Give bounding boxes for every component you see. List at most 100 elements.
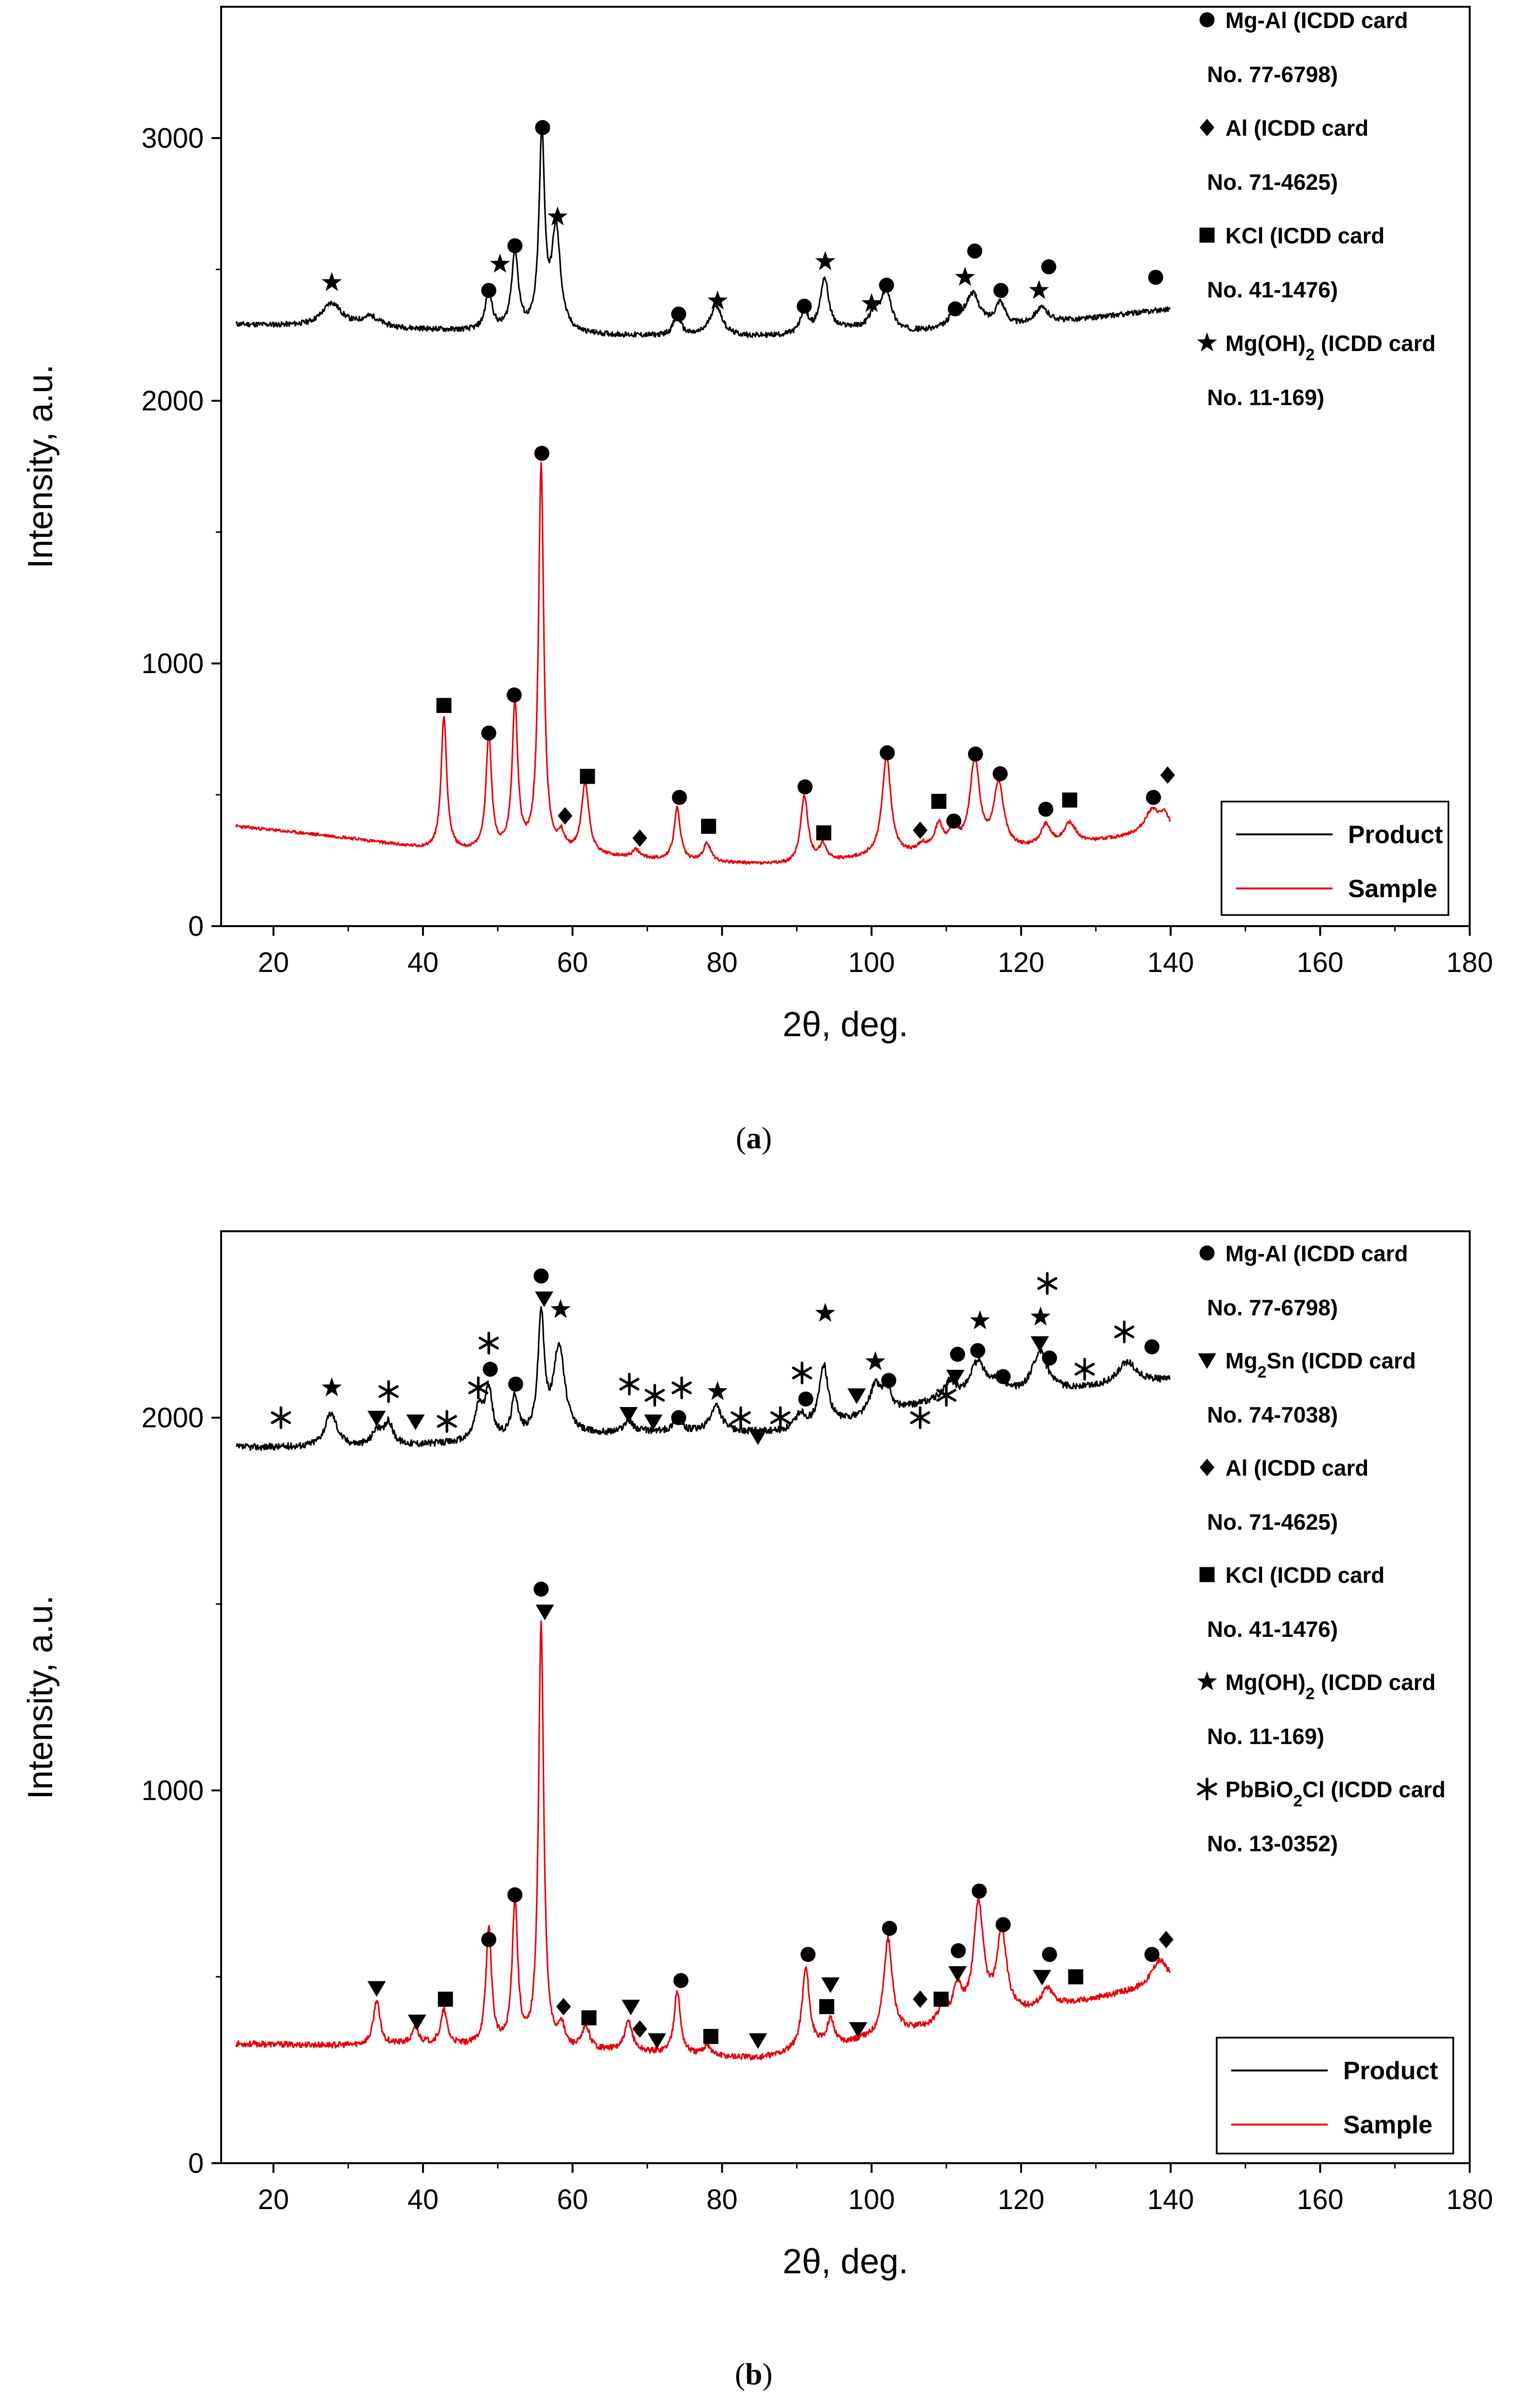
- phase-legend-line1-rest: Sn (ICDD card: [1266, 1348, 1416, 1373]
- phase-legend-line2: No. 13-0352): [1207, 1831, 1338, 1856]
- phase-legend-line1: Al (ICDD card: [1225, 1455, 1368, 1480]
- peak-marker-diamond: [1160, 766, 1175, 784]
- y-tick-label: 1000: [141, 1775, 204, 1806]
- peak-marker-asterisk: [936, 1384, 956, 1407]
- peak-marker-asterisk: [1037, 1272, 1057, 1295]
- peak-marker-star: [550, 1299, 571, 1318]
- peak-marker-circle: [881, 1373, 897, 1388]
- asterisk-stroke: [271, 1411, 291, 1424]
- series-legend-box: [1216, 2037, 1454, 2155]
- peak-marker-star: [548, 206, 568, 225]
- phase-legend-star-icon: [1197, 332, 1217, 352]
- peak-marker-circle: [672, 789, 687, 805]
- asterisk-stroke: [672, 1381, 692, 1394]
- plot-frame: [220, 1230, 1471, 2164]
- peak-marker-triangle: [948, 1966, 967, 1982]
- peak-marker-asterisk: [271, 1406, 291, 1429]
- phase-legend-line2: No. 11-169): [1207, 1724, 1324, 1749]
- peak-marker-triangle: [647, 2033, 666, 2049]
- peak-marker-circle: [507, 1887, 523, 1902]
- peak-marker-star: [955, 267, 975, 286]
- phase-legend-diamond-icon: [1199, 1458, 1215, 1477]
- phase-legend-line2: No. 77-6798): [1207, 1295, 1338, 1320]
- peak-marker-star: [1029, 280, 1049, 299]
- y-tick-label: 0: [188, 911, 204, 942]
- peak-marker-circle: [992, 766, 1008, 782]
- peak-marker-circle: [967, 243, 983, 259]
- phase-legend-subscript: 2: [1257, 1363, 1266, 1381]
- peak-marker-square: [437, 1991, 453, 2007]
- phase-legend-subscript: 2: [1306, 1685, 1315, 1703]
- peak-marker-triangle: [946, 1369, 965, 1386]
- phase-legend-square-icon: [1199, 1567, 1215, 1582]
- phase-legend-line1: Mg(OH)2 (ICDD card: [1225, 331, 1435, 364]
- peak-marker-circle: [508, 1376, 523, 1392]
- phase-legend-line1-rest: Cl (ICDD card: [1302, 1777, 1445, 1802]
- x-tick-label: 120: [998, 2184, 1045, 2215]
- phase-legend-line1: PbBiO2Cl (ICDD card: [1225, 1777, 1446, 1810]
- asterisk-stroke: [468, 1381, 489, 1394]
- peak-marker-triangle: [367, 1981, 386, 1997]
- peak-marker-triangle: [748, 1429, 767, 1445]
- peak-marker-star: [707, 290, 728, 310]
- phase-legend-subscript: 2: [1306, 346, 1315, 364]
- asterisk-stroke: [910, 1411, 930, 1424]
- phase-legend-line2: No. 74-7038): [1207, 1402, 1338, 1427]
- phase-legend-asterisk-icon: [1197, 1777, 1217, 1801]
- peak-marker-circle: [996, 1369, 1011, 1384]
- peak-marker-circle: [996, 1917, 1011, 1932]
- y-tick-label: 2000: [141, 385, 204, 417]
- asterisk-stroke: [478, 1337, 499, 1350]
- peak-marker-square: [816, 825, 831, 841]
- peak-marker-triangle: [406, 1414, 425, 1430]
- phase-legend-line1: KCl (ICDD card: [1225, 223, 1385, 248]
- peak-marker-circle: [671, 1410, 687, 1425]
- peak-marker-diamond: [913, 821, 928, 839]
- x-tick-label: 60: [557, 2184, 589, 2215]
- asterisk-stroke: [645, 1389, 665, 1402]
- y-tick-label: 1000: [141, 648, 204, 679]
- peak-marker-square: [931, 794, 947, 809]
- peak-marker-asterisk: [379, 1380, 399, 1403]
- peak-marker-circle: [797, 779, 813, 795]
- panel-label-a: (a): [736, 1121, 772, 1155]
- peak-marker-star: [707, 1381, 728, 1400]
- phase-legend-line1: Al (ICDD card: [1225, 115, 1368, 141]
- peak-marker-triangle: [748, 2033, 767, 2049]
- asterisk-stroke: [1114, 1325, 1135, 1338]
- peak-marker-circle: [971, 1883, 987, 1899]
- legend-label-sample: Sample: [1348, 875, 1437, 903]
- series-line-sample: [235, 462, 1171, 865]
- peak-marker-circle: [1041, 259, 1056, 275]
- peak-marker-circle: [673, 1973, 688, 1988]
- peak-marker-square: [703, 2028, 718, 2044]
- peak-marker-diamond: [556, 1998, 571, 2015]
- asterisk-stroke: [379, 1385, 399, 1398]
- peak-marker-circle: [534, 1581, 549, 1597]
- peak-marker-circle: [882, 1921, 897, 1936]
- phase-legend-line1-rest: (ICDD card: [1315, 1670, 1435, 1695]
- peak-marker-asterisk: [1074, 1357, 1095, 1381]
- phase-legend-line1: Mg(OH)2 (ICDD card: [1225, 1670, 1435, 1703]
- y-tick-label: 0: [188, 2148, 204, 2179]
- peak-marker-star: [1030, 1306, 1051, 1326]
- x-tick-label: 180: [1447, 2184, 1493, 2215]
- peak-marker-circle: [798, 1391, 814, 1407]
- peak-marker-circle: [506, 687, 522, 703]
- peak-marker-circle: [671, 306, 687, 322]
- peak-marker-triangle: [849, 2022, 868, 2038]
- asterisk-stroke: [436, 1415, 457, 1428]
- y-tick-label: 3000: [141, 123, 204, 154]
- peak-marker-circle: [993, 282, 1009, 298]
- x-axis-ticks: 20 40 60 80 100 120 140 160 180: [258, 2163, 1493, 2215]
- x-tick-label: 40: [407, 947, 439, 978]
- peak-marker-circle: [1042, 1947, 1057, 1962]
- asterisk-stroke: [1074, 1363, 1095, 1376]
- x-tick-label: 80: [706, 2184, 738, 2215]
- phase-legend-diamond-icon: [1199, 118, 1215, 137]
- peak-marker-asterisk: [619, 1372, 640, 1396]
- peak-marker-square: [1062, 792, 1078, 808]
- phase-legend-circle-icon: [1199, 1245, 1215, 1261]
- phase-legend-square-icon: [1199, 227, 1215, 243]
- peak-marker-triangle: [1030, 1336, 1049, 1352]
